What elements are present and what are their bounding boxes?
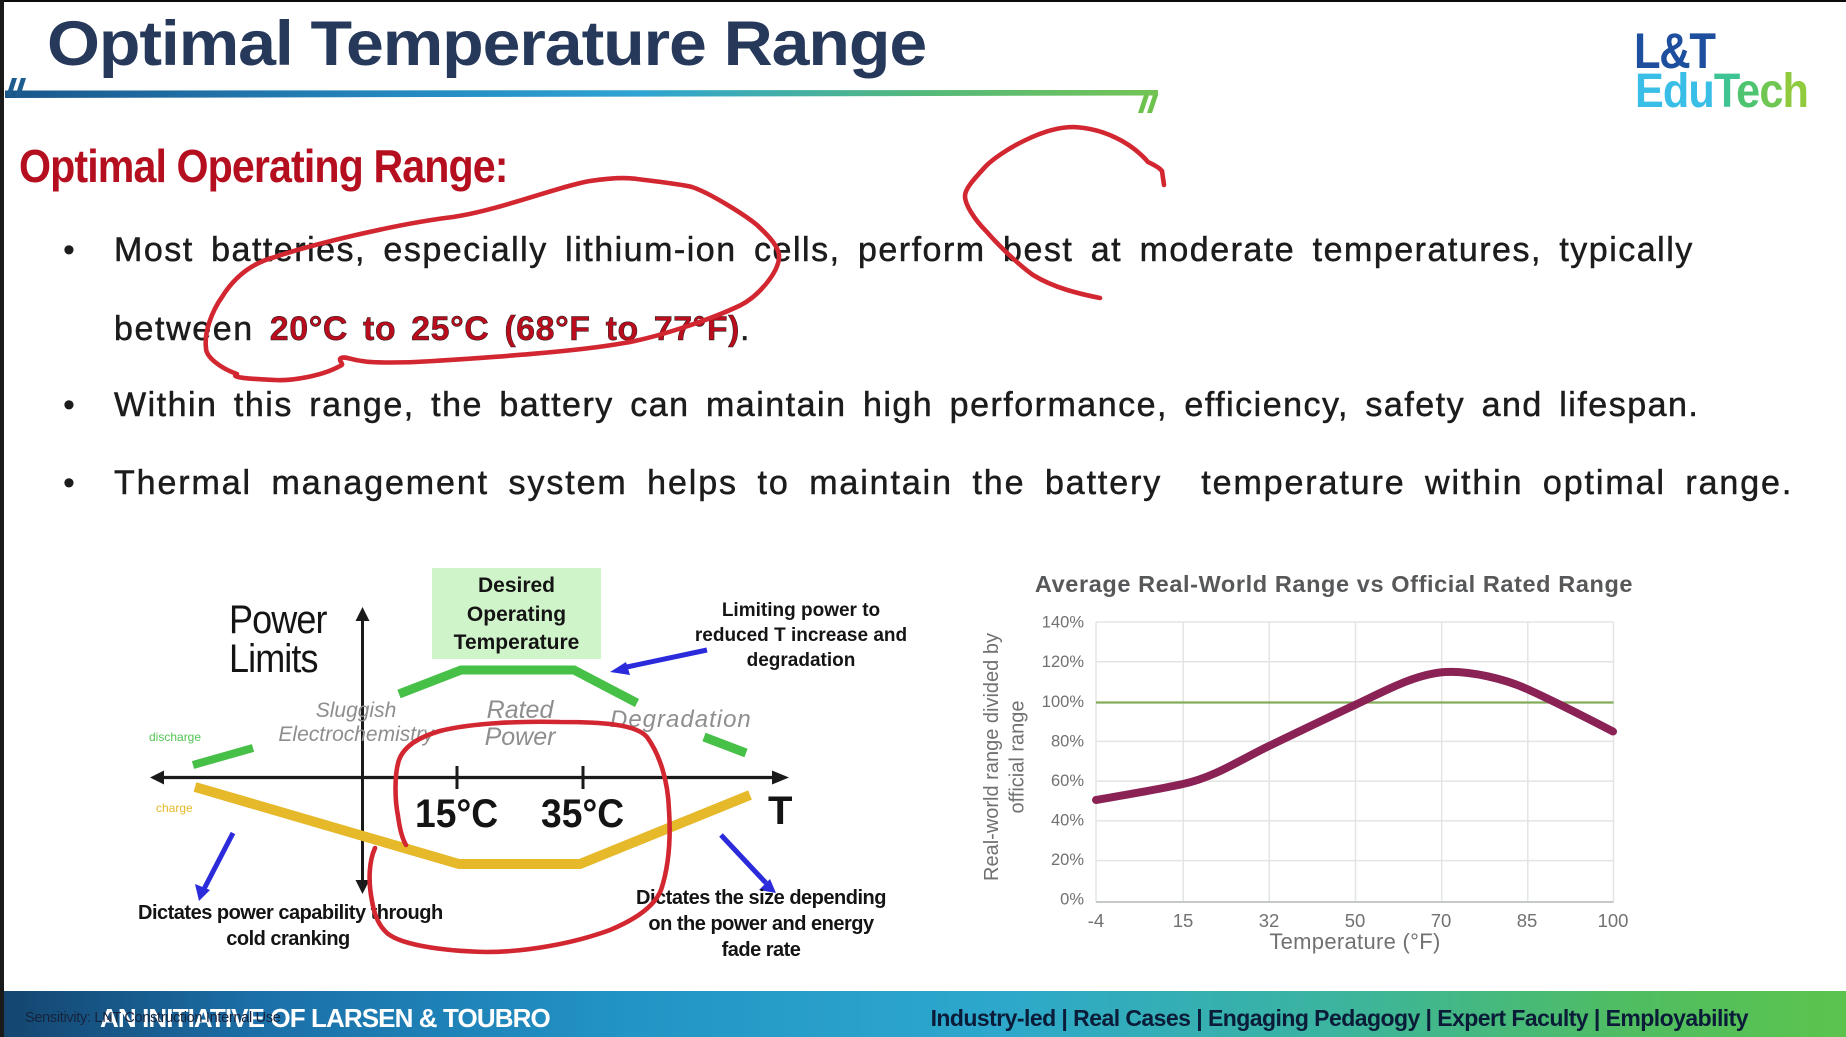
svg-text:15: 15 [1173, 910, 1194, 931]
svg-text:Average Real-World Range vs Of: Average Real-World Range vs Official Rat… [1035, 571, 1633, 597]
svg-text:-4: -4 [1088, 910, 1104, 931]
svg-text:140%: 140% [1042, 614, 1085, 632]
svg-text:20%: 20% [1051, 851, 1084, 869]
svg-text:60%: 60% [1051, 772, 1084, 790]
svg-text:70: 70 [1431, 910, 1452, 931]
svg-text:50: 50 [1345, 910, 1366, 931]
svg-text:100%: 100% [1042, 693, 1085, 711]
svg-text:120%: 120% [1042, 653, 1085, 671]
svg-text:80%: 80% [1051, 733, 1084, 751]
svg-text:Temperature (°F): Temperature (°F) [1269, 929, 1440, 954]
svg-text:100: 100 [1598, 910, 1629, 931]
svg-text:official range: official range [1007, 700, 1029, 813]
svg-text:0%: 0% [1060, 891, 1084, 909]
svg-text:Real-world range divided by: Real-world range divided by [981, 633, 1003, 881]
svg-text:32: 32 [1259, 910, 1280, 931]
svg-text:85: 85 [1517, 910, 1538, 931]
svg-text:40%: 40% [1051, 812, 1084, 830]
